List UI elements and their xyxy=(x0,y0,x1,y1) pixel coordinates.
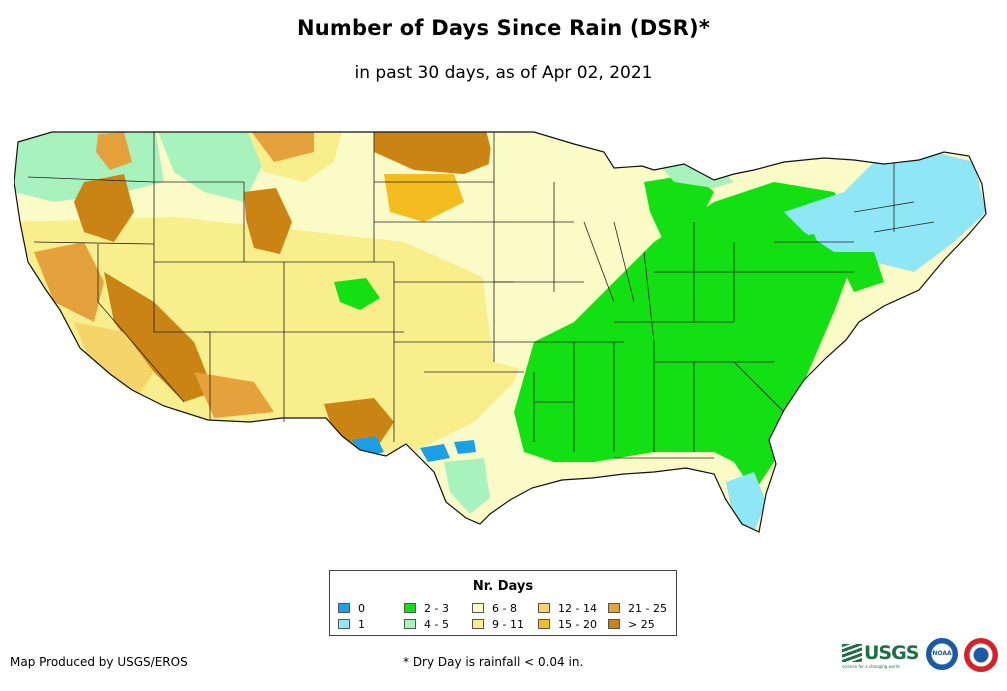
legend-item: 1 xyxy=(338,617,365,631)
nws-logo xyxy=(964,638,998,672)
us-dsr-map xyxy=(14,122,989,542)
agency-logos: USGS science for a changing world NOAA xyxy=(842,636,1002,676)
legend-swatch xyxy=(472,619,484,629)
legend-swatch xyxy=(608,619,620,629)
legend-item: 0 xyxy=(338,601,365,615)
usgs-logo: USGS xyxy=(842,642,919,664)
legend-swatch xyxy=(338,619,350,629)
legend-item: 2 - 3 xyxy=(404,601,449,615)
dsr-layers xyxy=(14,132,986,532)
dry-day-note: * Dry Day is rainfall < 0.04 in. xyxy=(403,655,584,669)
legend-swatch xyxy=(608,603,620,613)
legend-swatch xyxy=(538,603,550,613)
legend-label: 15 - 20 xyxy=(558,617,597,631)
legend-title: Nr. Days xyxy=(472,579,534,594)
legend-swatch xyxy=(538,619,550,629)
legend-label: > 25 xyxy=(628,617,655,631)
usgs-wave-icon xyxy=(842,644,862,662)
legend-item: 6 - 8 xyxy=(472,601,517,615)
legend-label: 12 - 14 xyxy=(558,601,597,615)
legend-item: 9 - 11 xyxy=(472,617,524,631)
state-borders xyxy=(27,132,935,459)
legend-item: 21 - 25 xyxy=(608,601,667,615)
legend-label: 21 - 25 xyxy=(628,601,667,615)
legend-grid: 0 1 2 - 3 4 - 5 6 - 8 9 - 11 12 - 14 15 xyxy=(338,601,672,633)
map-subtitle: in past 30 days, as of Apr 02, 2021 xyxy=(354,63,653,83)
legend-item: 12 - 14 xyxy=(538,601,597,615)
noaa-logo: NOAA xyxy=(926,638,958,670)
legend-swatch xyxy=(338,603,350,613)
usgs-logo-text: USGS xyxy=(864,642,919,664)
legend-swatch xyxy=(472,603,484,613)
legend-item: 4 - 5 xyxy=(404,617,449,631)
legend-item: 15 - 20 xyxy=(538,617,597,631)
legend-label: 2 - 3 xyxy=(424,601,449,615)
legend-label: 6 - 8 xyxy=(492,601,517,615)
map-credit: Map Produced by USGS/EROS xyxy=(10,655,188,669)
legend-label: 4 - 5 xyxy=(424,617,449,631)
legend-label: 0 xyxy=(358,601,365,615)
legend-label: 1 xyxy=(358,617,365,631)
legend-swatch xyxy=(404,603,416,613)
map-svg xyxy=(14,131,987,533)
map-legend: Nr. Days 0 1 2 - 3 4 - 5 6 - 8 9 - 11 12 xyxy=(329,570,677,636)
usgs-tagline: science for a changing world xyxy=(842,664,900,669)
legend-label: 9 - 11 xyxy=(492,617,524,631)
map-title: Number of Days Since Rain (DSR)* xyxy=(296,16,711,40)
legend-item: > 25 xyxy=(608,617,655,631)
us-outline xyxy=(14,131,987,533)
legend-swatch xyxy=(404,619,416,629)
